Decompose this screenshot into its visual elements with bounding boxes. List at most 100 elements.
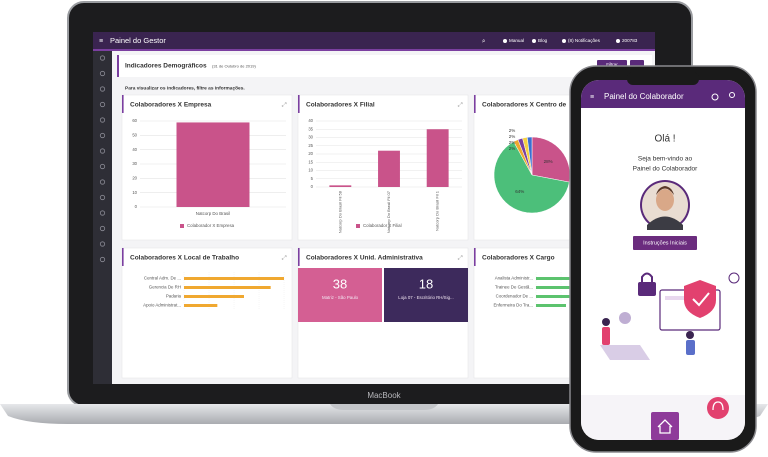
sidebar-icon[interactable]: [99, 55, 106, 61]
sidebar-icon[interactable]: [99, 225, 106, 232]
pie-label: 2%: [509, 146, 516, 151]
menu-icon[interactable]: [503, 39, 507, 43]
x-tick-label: Natcorp Do Brasil: [196, 211, 230, 216]
bar: [176, 122, 250, 207]
home-button[interactable]: [651, 412, 679, 440]
illustration: [600, 272, 740, 360]
welcome-line: Painel do Colaborador: [633, 166, 699, 173]
y-tick-label: 50: [132, 132, 137, 137]
card-title: Colaboradores X Empresa: [130, 102, 212, 109]
pie-slice: [493, 141, 570, 214]
search-icon[interactable]: ⌕: [482, 39, 485, 45]
instructions-button[interactable]: [633, 236, 697, 250]
card: [121, 247, 293, 379]
bar: [329, 185, 352, 187]
tile-value: 18: [419, 276, 433, 291]
chat-icon: [712, 401, 724, 411]
y-tick-label: 20: [308, 151, 313, 156]
welcome-line: Seja bem-vindo ao: [638, 156, 693, 163]
avatar-shirt: [647, 216, 683, 230]
card-title: Colaboradores X Unid. Administrativa: [306, 255, 423, 262]
y-tick-label: 0: [311, 184, 314, 189]
legend-swatch: [356, 224, 360, 228]
laptop-notch: [330, 404, 438, 410]
brand: MacBook: [367, 391, 401, 400]
sidebar-icon[interactable]: [99, 86, 106, 92]
tile-label: Matriz - São Paulo: [322, 295, 359, 300]
expand-icon[interactable]: ⤢: [458, 102, 463, 109]
phone-screen: ≡ Painel do Colaborador Olá ! Seja bem-v…: [581, 80, 745, 440]
bar: [184, 277, 284, 280]
sidebar-icon[interactable]: [99, 163, 106, 170]
y-tick-label: Padaria: [166, 294, 182, 299]
avatar-face: [656, 189, 674, 211]
legend-swatch: [180, 224, 184, 228]
menu-icon[interactable]: ≡: [99, 38, 103, 45]
menu-icon[interactable]: [616, 39, 620, 43]
menu-icon[interactable]: [562, 39, 566, 43]
menu-item[interactable]: 200783: [622, 38, 638, 43]
sidebar-icon[interactable]: [99, 132, 106, 139]
sidebar-icon[interactable]: [99, 194, 106, 201]
menu-item[interactable]: Blog: [538, 38, 548, 43]
y-tick-label: 40: [308, 118, 313, 123]
tile: [384, 268, 468, 322]
bar: [536, 295, 576, 298]
sidebar-icon[interactable]: [99, 148, 106, 154]
bar: [184, 286, 271, 289]
sidebar-icon[interactable]: [99, 210, 106, 216]
page-date: (31 de Outubro de 2019): [212, 64, 256, 69]
tile-value: 38: [333, 276, 347, 291]
menu-item[interactable]: (8) Notificações: [568, 38, 601, 43]
bar: [184, 304, 218, 307]
shield-check: [692, 292, 710, 307]
y-tick-label: 20: [132, 175, 137, 180]
sidebar-icon[interactable]: [99, 256, 106, 263]
y-tick-label: 15: [308, 159, 313, 164]
expand-icon[interactable]: ⤢: [282, 255, 287, 262]
y-tick-label: Central Adm. De ...: [144, 276, 181, 281]
instructions-label: Instruções Iniciais: [643, 240, 687, 246]
y-tick-label: Trainee De Gestã...: [495, 285, 533, 290]
legend-label: Colaborador X Filial: [363, 223, 402, 228]
bar: [378, 150, 400, 187]
expand-icon[interactable]: ⤢: [282, 102, 287, 109]
sidebar-icon[interactable]: [99, 241, 106, 247]
phone-notch: [627, 72, 699, 85]
card-title: Colaboradores X Centro de: [482, 102, 567, 109]
menu-item[interactable]: Manual: [509, 38, 524, 43]
sidebar: [93, 51, 112, 384]
expand-icon[interactable]: ⤢: [458, 255, 463, 262]
sidebar-icon[interactable]: [99, 101, 106, 108]
y-tick-label: Analista Administr...: [495, 276, 533, 281]
bar: [184, 295, 244, 298]
pie-label: 64%: [515, 189, 524, 194]
card-title: Colaboradores X Local de Trabalho: [130, 255, 239, 262]
phone-user-icon[interactable]: [729, 92, 735, 98]
phone: ≡ Painel do Colaborador Olá ! Seja bem-v…: [569, 65, 757, 453]
menu-icon[interactable]: [532, 39, 536, 43]
y-tick-label: 10: [308, 168, 313, 173]
y-tick-label: Gerencia De RH: [149, 285, 181, 290]
filter-label: Filtrar: [606, 62, 618, 67]
title-accent: [117, 55, 119, 77]
phone-menu-icon[interactable]: ≡: [590, 94, 594, 101]
chat-button[interactable]: [707, 397, 729, 419]
card-title: Colaboradores X Cargo: [482, 255, 555, 262]
pie-slice: [526, 136, 533, 176]
person-body: [602, 327, 610, 345]
legend-label: Colaborador X Empresa: [187, 223, 235, 228]
target: [728, 272, 740, 284]
app-title: Painel do Gestor: [110, 36, 166, 45]
person-head: [602, 318, 610, 326]
y-tick-label: 40: [132, 147, 137, 152]
sidebar-icon[interactable]: [99, 179, 106, 185]
phone-help-icon[interactable]: [711, 93, 719, 101]
x-tick-label: Natcorp Do Brasil Fil 1: [435, 190, 440, 231]
pie-label: 2%: [509, 128, 516, 133]
sidebar-icon[interactable]: [99, 70, 106, 77]
y-tick-label: Apoio Administrat...: [143, 303, 181, 308]
y-tick-label: Enfermeira Do Tra...: [493, 303, 533, 308]
sidebar-icon[interactable]: [99, 117, 106, 123]
